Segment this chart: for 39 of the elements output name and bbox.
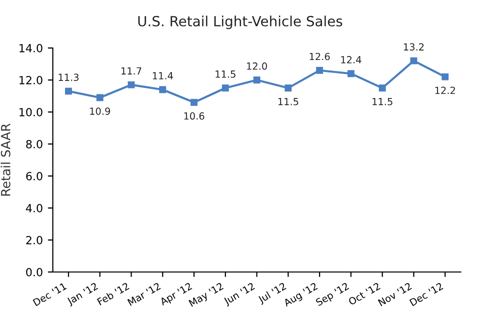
y-tick-label: 6.0 <box>26 172 42 180</box>
point <box>65 88 72 95</box>
data-label: 11.7 <box>122 67 142 74</box>
data-label: 11.5 <box>372 98 392 106</box>
y-tick-label: 14.0 <box>20 44 42 52</box>
point <box>128 81 135 88</box>
point <box>284 84 292 92</box>
y-tick-label: 4.0 <box>26 204 42 212</box>
data-label: 11.5 <box>278 98 298 106</box>
data-label: 11.4 <box>152 72 173 80</box>
data-label: 10.6 <box>184 112 204 120</box>
y-tick-label: 2.0 <box>26 236 42 244</box>
y-tick-label: 8.0 <box>26 140 42 148</box>
point <box>253 76 260 84</box>
data-label: 13.2 <box>404 43 424 51</box>
y-axis-title: Retail SAAR <box>0 124 10 196</box>
data-label: 12.4 <box>341 56 362 64</box>
data-label: 11.3 <box>58 74 79 81</box>
point <box>159 86 166 94</box>
point <box>316 66 324 74</box>
point <box>190 98 198 106</box>
data-label: 12.2 <box>435 86 455 94</box>
y-tick-label: 10.0 <box>20 108 42 116</box>
x-tick-label: Mar '12 <box>127 282 161 306</box>
chart-title: U.S. Retail Light-Vehicle Sales <box>138 16 342 30</box>
point <box>442 73 449 80</box>
point <box>410 57 418 64</box>
data-label: 12.0 <box>247 62 267 70</box>
point <box>96 94 104 102</box>
point <box>347 70 354 78</box>
data-label: 12.6 <box>310 52 330 60</box>
point <box>222 84 229 92</box>
y-tick-label: 0.0 <box>26 268 42 276</box>
data-label: 11.5 <box>216 70 236 78</box>
point <box>378 84 386 92</box>
x-tick-label: Jun '12 <box>222 282 256 307</box>
data-label: 10.9 <box>90 107 110 115</box>
x-tick-label: Dec '11 <box>32 282 67 306</box>
y-tick-label: 12.0 <box>20 76 42 84</box>
